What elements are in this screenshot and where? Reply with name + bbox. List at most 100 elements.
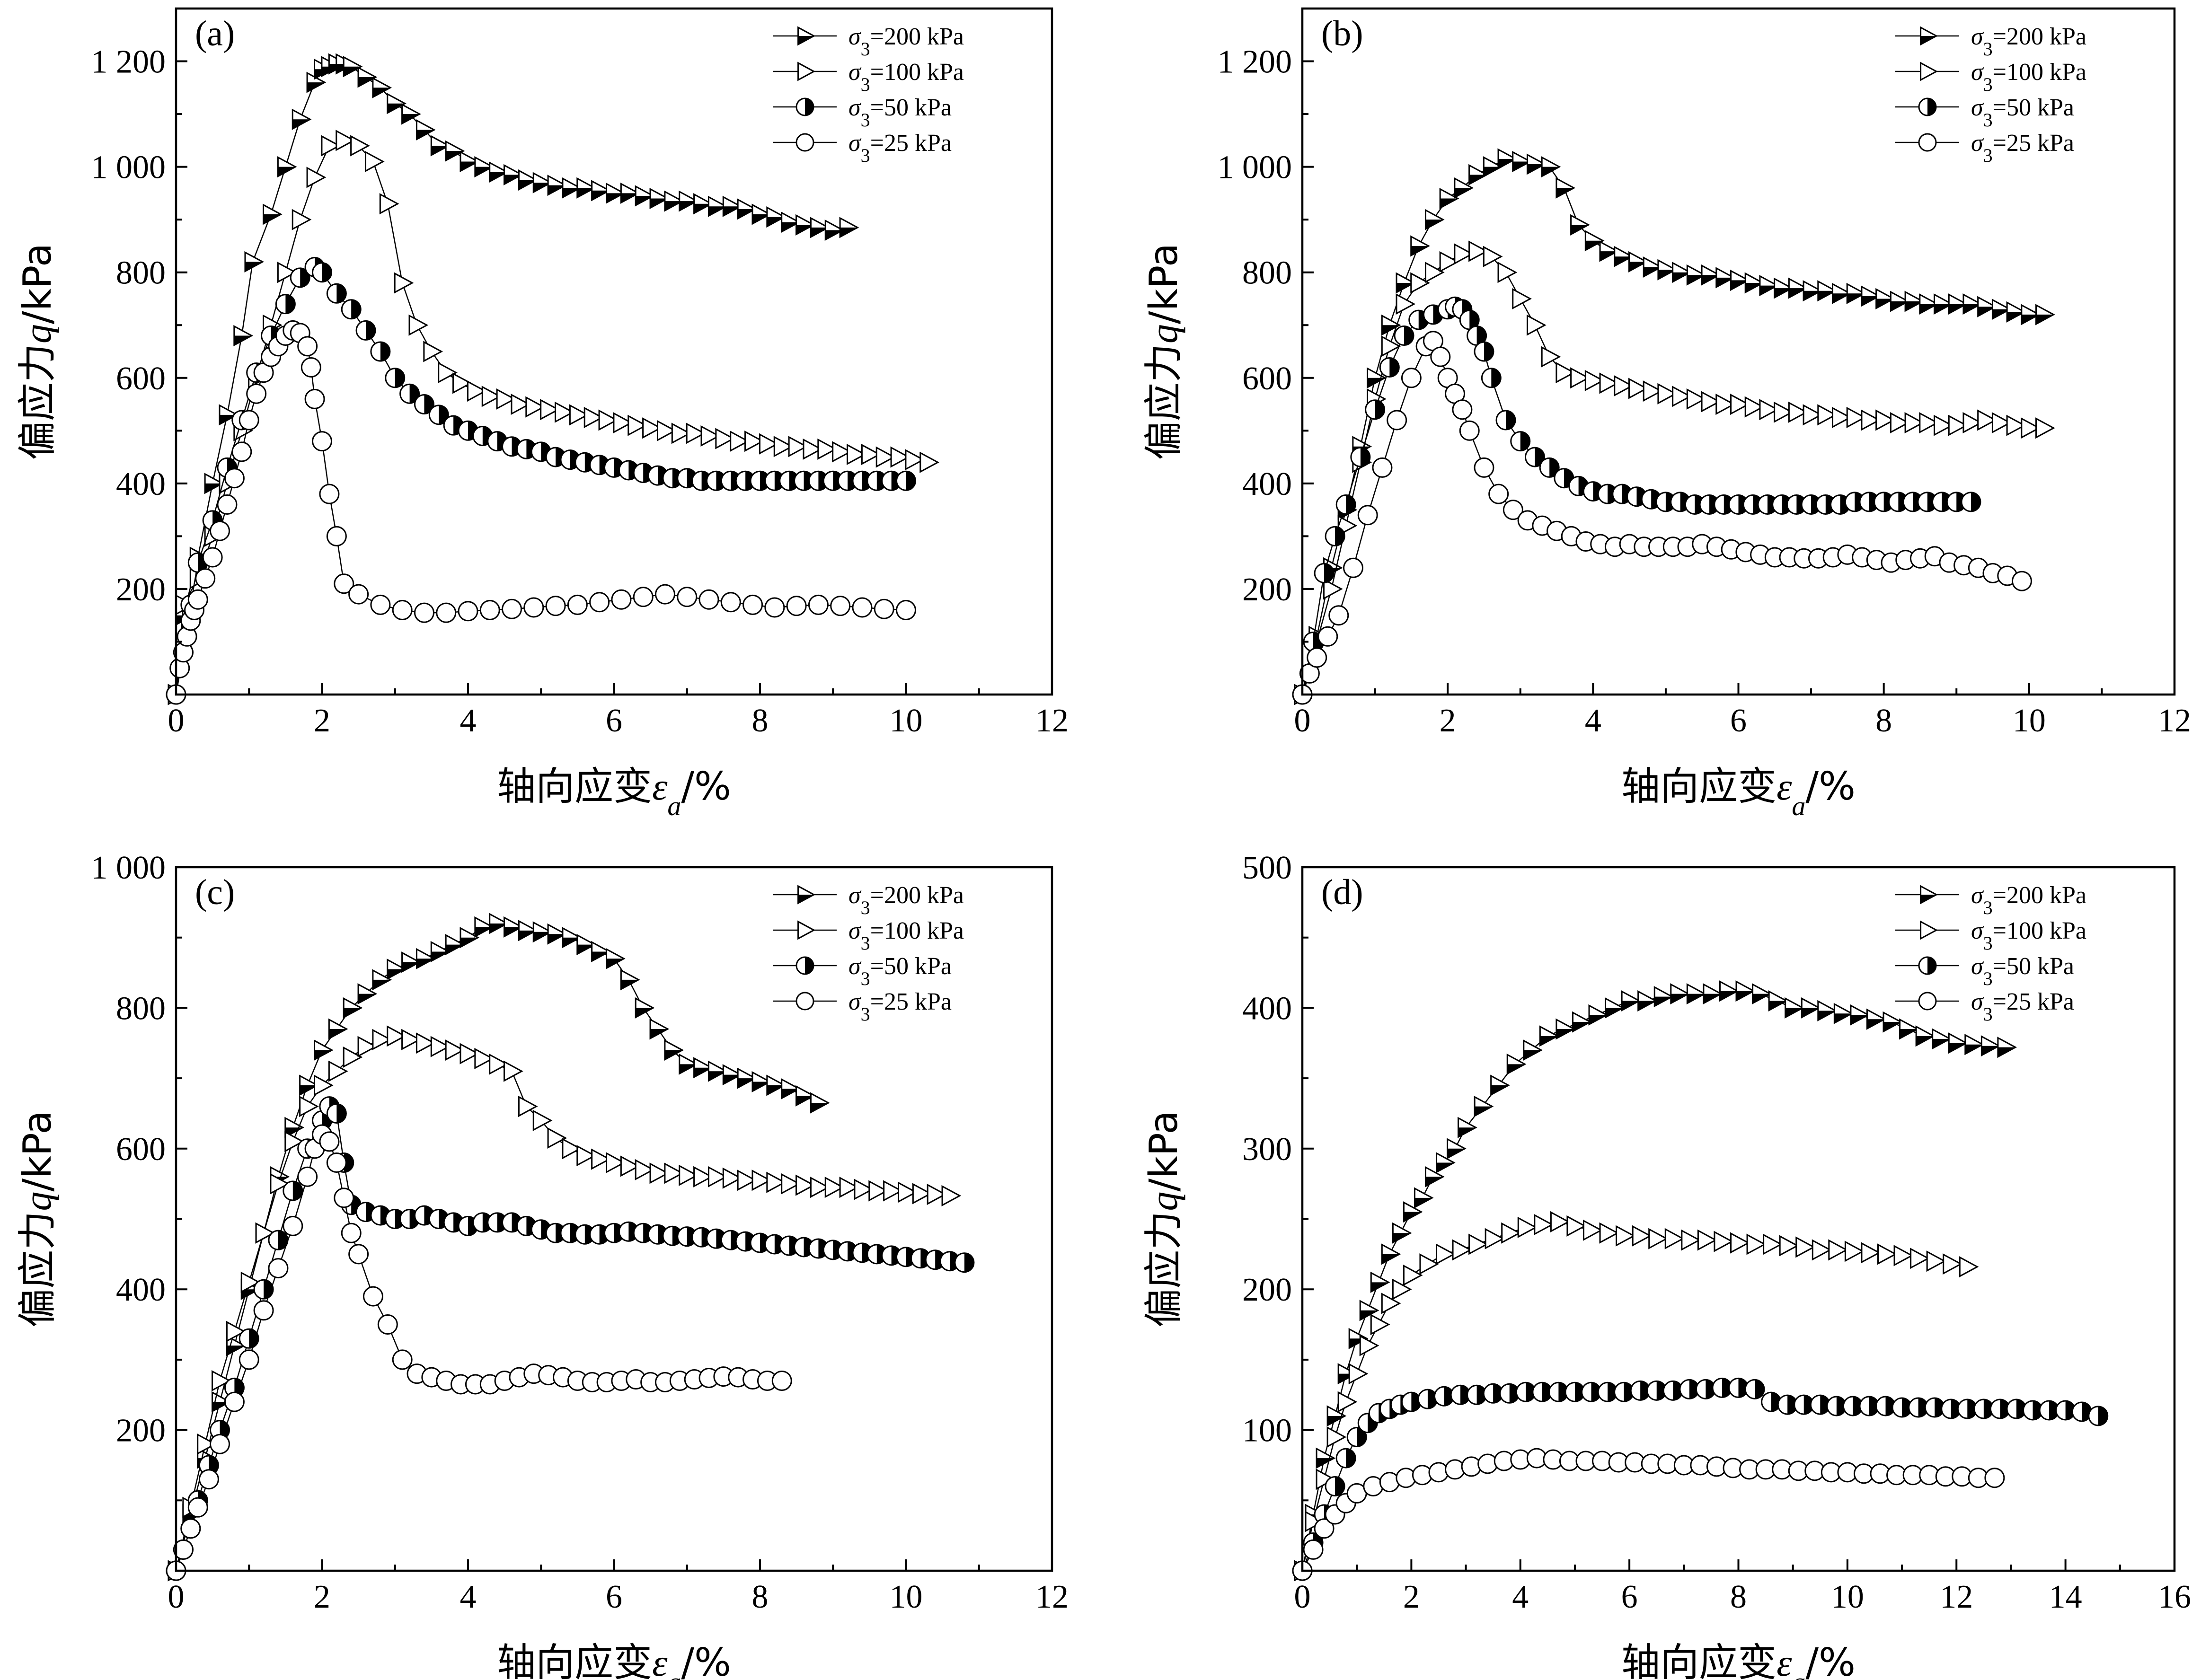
data-point-fill [1658, 270, 1676, 280]
data-point-outline [348, 584, 369, 605]
data-point-fill [519, 180, 537, 190]
x-tick-label: 16 [2158, 1579, 2191, 1615]
data-point [1403, 1264, 1423, 1286]
data-point [1846, 282, 1866, 304]
legend-value: =100 kPa [870, 59, 964, 86]
data-point-fill [460, 161, 478, 171]
data-point [810, 217, 830, 238]
legend-sub: 3 [861, 932, 870, 954]
data-point-outline [854, 1179, 874, 1200]
data-point-outline [1381, 335, 1401, 357]
data-point-outline [1890, 412, 1910, 434]
data-point [766, 206, 787, 228]
data-point-outline [518, 1096, 538, 1117]
data-point [1414, 1187, 1434, 1209]
data-point-outline [438, 362, 458, 384]
legend-entry: σ3=50 kPa [1971, 94, 2074, 131]
data-point-fill [1905, 301, 1923, 311]
data-point-outline [722, 1167, 742, 1189]
legend-sub: 3 [1983, 968, 1993, 989]
data-point [795, 1174, 815, 1196]
legend-value: =50 kPa [1993, 94, 2074, 121]
data-point [1919, 412, 1939, 434]
data-point-fill [1382, 1254, 1400, 1264]
data-point [357, 1036, 378, 1057]
data-point-outline [1648, 1228, 1668, 1249]
data-point-outline [187, 1497, 208, 1518]
data-point-fill [1883, 1022, 1901, 1032]
data-point-outline [195, 568, 216, 589]
data-point [1450, 1384, 1471, 1405]
data-point-fill [1722, 1378, 1732, 1398]
data-point-outline [1550, 1211, 1570, 1232]
data-point-fill [1469, 310, 1479, 330]
data-point-outline [467, 380, 487, 402]
data-point-fill [1787, 1395, 1797, 1415]
data-point-outline [1846, 406, 1866, 428]
data-point-fill [1440, 198, 1458, 208]
data-point [253, 1279, 274, 1300]
data-point-fill [234, 335, 252, 345]
data-point-fill [1493, 1384, 1503, 1403]
data-point-outline [180, 1518, 201, 1539]
data-point-outline [808, 594, 829, 615]
data-point [1401, 368, 1422, 388]
data-point-fill [446, 151, 464, 161]
data-point [275, 294, 296, 315]
data-point-outline [370, 594, 391, 615]
data-point [1977, 409, 1997, 431]
data-point [1605, 997, 1625, 1019]
data-point [277, 156, 297, 178]
data-point [1512, 288, 1532, 309]
data-point-fill [1622, 1001, 1640, 1011]
legend-marker [1920, 920, 1938, 940]
data-point-outline [874, 598, 894, 619]
data-point-fill [245, 262, 263, 272]
data-point [1424, 209, 1445, 230]
data-point [927, 1183, 947, 1205]
data-point-outline [1328, 605, 1349, 626]
data-point-outline [1962, 412, 1983, 434]
legend-sub: 3 [1983, 897, 1993, 918]
legend-sigma: σ [1971, 94, 1984, 121]
x-tick-label: 4 [1585, 703, 1601, 739]
data-point [1435, 1152, 1456, 1174]
data-point-outline [297, 336, 318, 357]
legend-value: =200 kPa [1993, 882, 2086, 909]
data-point-outline [314, 1074, 334, 1096]
data-point-outline [362, 1286, 383, 1307]
data-point [1541, 156, 1561, 178]
data-point-outline [1468, 1233, 1488, 1255]
data-point-outline [1512, 288, 1532, 309]
data-point [394, 272, 414, 294]
y-axis-title-unit: /kPa [1141, 1110, 1186, 1191]
data-point [896, 470, 916, 491]
data-point [1497, 262, 1518, 283]
data-point-fill [344, 1153, 354, 1172]
data-point-fill [1458, 1127, 1476, 1137]
data-point [854, 1179, 874, 1200]
data-point [1439, 188, 1459, 210]
data-point-fill [278, 167, 296, 176]
data-point-outline [817, 438, 837, 460]
legend-entry: σ3=200 kPa [849, 23, 964, 60]
data-point-fill [1542, 167, 1560, 176]
data-point-outline [1599, 372, 1619, 394]
data-point-outline [1541, 346, 1561, 368]
data-point [1467, 325, 1487, 346]
data-point [1672, 262, 1692, 283]
data-point [1833, 1003, 1854, 1024]
data-point-outline [187, 589, 208, 610]
data-point [292, 108, 312, 130]
data-point [2088, 1406, 2109, 1426]
data-point-outline [239, 410, 259, 431]
data-point [1485, 1228, 1505, 1249]
panel-label: (a) [195, 14, 235, 53]
data-point-outline [1468, 240, 1488, 262]
data-point [781, 1173, 801, 1195]
data-point [1512, 150, 1532, 172]
legend-marker-fill [805, 98, 813, 115]
data-point [370, 341, 391, 362]
data-point-fill [1687, 275, 1705, 285]
data-point-outline [460, 1043, 480, 1064]
